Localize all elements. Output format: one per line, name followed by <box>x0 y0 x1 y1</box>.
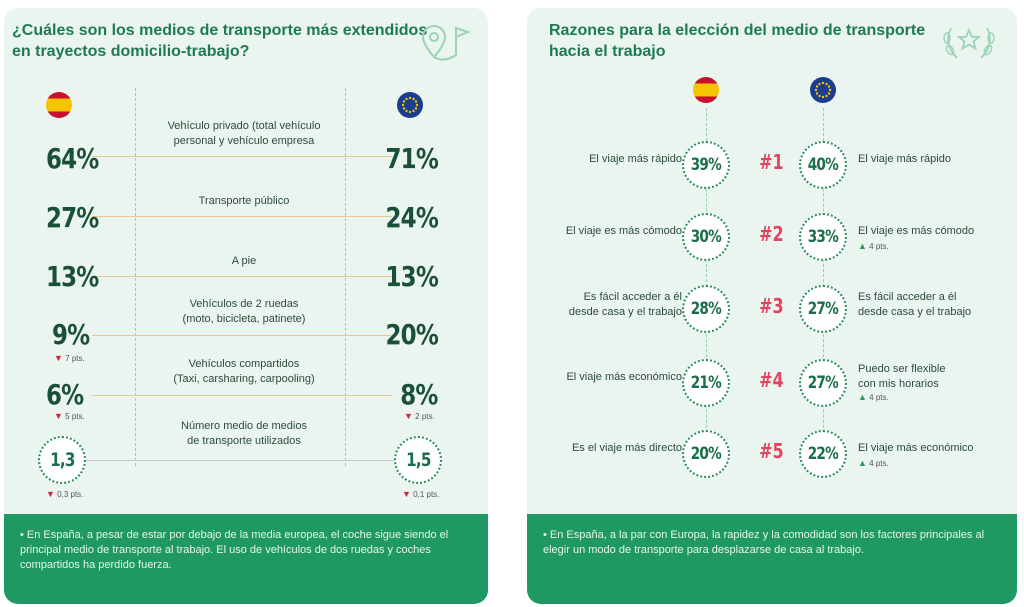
down-arrow-icon: ▼ <box>402 489 411 499</box>
eu-flag-icon <box>397 92 423 118</box>
es-delta: ▼ 5 pts. <box>54 411 85 421</box>
laurel-star-icon <box>943 27 995 59</box>
eu-flag-icon <box>810 77 836 103</box>
eu-value: 71% <box>385 142 438 175</box>
eu-reason-ring: 40% <box>799 141 847 189</box>
left-footer-note: • En España, a pesar de estar por debajo… <box>4 514 488 604</box>
mode-label-shared-vehicles: Vehículos compartidos (Taxi, carsharing, … <box>173 358 315 385</box>
es-reason-ring: 39% <box>682 141 730 189</box>
es-value: 64% <box>46 142 99 175</box>
map-pin-flag-icon <box>421 24 471 61</box>
es-average-delta: ▼ 0,3 pts. <box>46 489 84 499</box>
eu-reason-label: El viaje más económico <box>858 442 974 454</box>
down-arrow-icon: ▼ <box>46 489 55 499</box>
eu-reason-label: Es fácil acceder a él desde casa y el tra… <box>858 291 972 318</box>
down-arrow-icon: ▼ <box>404 411 413 421</box>
rank-badge: #3 <box>759 294 784 318</box>
es-reason-label: Es el viaje más directo <box>571 442 682 454</box>
mode-label-walking: A pie <box>231 255 257 267</box>
eu-delta: ▲ 4 pts. <box>858 392 889 402</box>
rank-badge: #5 <box>759 439 784 463</box>
es-reason-ring: 21% <box>682 359 730 407</box>
up-arrow-icon: ▲ <box>858 392 867 402</box>
es-value: 6% <box>46 378 84 411</box>
column-divider-left <box>135 88 136 466</box>
row-line <box>92 156 392 157</box>
eu-value: 8% <box>400 378 439 411</box>
row-line <box>84 460 394 461</box>
rank-badge: #1 <box>759 150 784 174</box>
es-reason-label: El viaje más rápido <box>589 153 682 165</box>
eu-delta: ▲ 4 pts. <box>858 458 889 468</box>
es-reason-ring: 30% <box>682 213 730 261</box>
up-arrow-icon: ▲ <box>858 241 867 251</box>
row-line <box>92 216 392 217</box>
mode-label-two-wheels: Vehículos de 2 ruedas (moto, bicicleta, p… <box>182 298 306 325</box>
eu-reason-ring: 27% <box>799 285 847 333</box>
es-delta: ▼ 7 pts. <box>54 353 85 363</box>
mode-label-private-vehicle: Vehículo privado (total vehículo personal… <box>167 120 321 147</box>
up-arrow-icon: ▲ <box>858 458 867 468</box>
es-reason-label: Es fácil acceder a él desde casa y el tra… <box>568 291 682 318</box>
eu-reason-label: Puedo ser flexible con mis horarios <box>858 363 946 390</box>
eu-reason-label: El viaje más rápido <box>858 153 951 165</box>
eu-average-delta: ▼ 0,1 pts. <box>402 489 440 499</box>
es-reason-ring: 28% <box>682 285 730 333</box>
mode-label-public-transport: Transporte público <box>198 195 290 207</box>
eu-reason-label: El viaje es más cómodo <box>858 225 975 237</box>
rank-badge: #2 <box>759 222 784 246</box>
right-panel-title: Razones para la elección del medio de tr… <box>549 22 926 60</box>
eu-value: 20% <box>385 318 438 351</box>
es-reason-ring: 20% <box>682 430 730 478</box>
eu-average-ring: 1,5 <box>394 436 442 484</box>
eu-stars-icon <box>401 96 419 114</box>
down-arrow-icon: ▼ <box>54 411 63 421</box>
eu-value: 13% <box>385 260 438 293</box>
right-footer-note: • En España, a la par con Europa, la rap… <box>527 514 1017 604</box>
eu-stars-icon <box>814 81 832 99</box>
left-panel-title: ¿Cuáles son los medios de transporte más… <box>12 22 428 60</box>
es-value: 27% <box>46 201 99 234</box>
es-average-ring: 1,3 <box>38 436 86 484</box>
row-line <box>92 395 392 396</box>
es-value: 9% <box>52 318 90 351</box>
row-line <box>92 335 392 336</box>
es-reason-label: El viaje es más cómodo <box>565 225 682 237</box>
eu-value: 24% <box>385 201 438 234</box>
spain-flag-icon <box>693 77 719 103</box>
transport-reasons-panel: Razones para la elección del medio de tr… <box>527 8 1017 604</box>
eu-reason-ring: 33% <box>799 213 847 261</box>
eu-reason-ring: 22% <box>799 430 847 478</box>
es-value: 13% <box>46 260 99 293</box>
eu-delta: ▼ 2 pts. <box>404 411 435 421</box>
down-arrow-icon: ▼ <box>54 353 63 363</box>
transport-modes-panel: ¿Cuáles son los medios de transporte más… <box>4 8 488 604</box>
eu-delta: ▲ 4 pts. <box>858 241 889 251</box>
rank-badge: #4 <box>759 368 784 392</box>
es-reason-label: El viaje más económico <box>566 371 682 383</box>
column-divider-right <box>345 88 346 466</box>
eu-reason-ring: 27% <box>799 359 847 407</box>
average-label: Número medio de medios de transporte util… <box>181 420 307 447</box>
row-line <box>92 276 392 277</box>
spain-flag-icon <box>46 92 72 118</box>
